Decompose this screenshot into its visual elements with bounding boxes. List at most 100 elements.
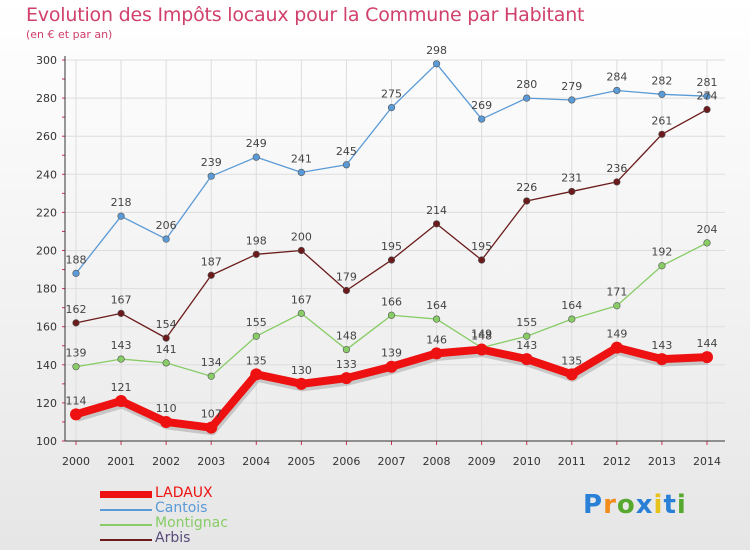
data-label: 231 [561,171,582,184]
data-point [385,360,398,373]
data-label: 154 [156,318,177,331]
data-label: 148 [471,330,492,343]
data-point [478,256,486,264]
data-point [252,153,260,161]
x-tick-label: 2000 [62,455,90,468]
x-tick-label: 2005 [287,455,315,468]
data-label: 188 [66,253,87,266]
proxiti-logo: Proxiti [583,490,687,520]
series-cantois [72,60,711,277]
data-label: 249 [246,137,267,150]
data-point [342,345,351,354]
data-point [387,256,396,264]
series-montignac [72,239,711,380]
data-label: 204 [697,223,718,236]
data-label: 206 [156,219,177,232]
data-label: 269 [471,99,492,112]
logo-letter: t [663,490,677,520]
data-point [342,286,351,295]
data-label: 284 [606,70,627,83]
data-point [478,115,486,123]
data-label: 167 [291,293,312,306]
data-point [568,187,576,196]
data-label: 143 [516,339,537,352]
y-tick-label: 240 [36,168,57,181]
data-label: 155 [246,316,267,329]
logo-letter: P [583,490,604,520]
data-label: 166 [381,295,402,308]
data-point [340,372,353,385]
data-point [72,319,80,327]
data-point [70,408,82,421]
data-label: 134 [201,356,222,369]
data-label: 282 [651,74,672,87]
x-axis-ticks: 2000 2001 2002 2003 2004 2005 2006 2007 2008 2009… [62,455,721,468]
data-point [117,309,125,317]
data-point [430,347,443,360]
data-label: 162 [66,303,87,316]
x-tick-label: 2013 [648,455,676,468]
data-point [523,94,531,102]
data-label: 148 [336,330,357,343]
logo-letter: i [676,490,687,520]
legend-label-cantois: Cantois [155,500,208,516]
y-tick-label: 100 [36,435,57,448]
data-label: 198 [246,234,267,247]
data-label: 149 [606,328,627,341]
data-point [117,355,125,363]
data-label: 143 [111,339,132,352]
x-tick-label: 2014 [693,455,721,468]
data-label: 139 [66,347,87,360]
data-point [565,368,578,381]
y-tick-label: 220 [36,206,57,219]
data-label: 195 [471,240,492,253]
data-point [297,246,305,255]
data-label: 164 [426,299,447,312]
y-tick-label: 120 [36,397,57,410]
data-labels: 188 218 206 239 249 241 245 275 298 269 280 279 284 2… [66,44,718,421]
data-label: 200 [291,231,312,244]
data-point [207,172,215,180]
series-ladaux [70,341,713,436]
legend-label-ladaux: LADAUX [155,485,213,501]
data-point [432,315,441,323]
y-tick-label: 160 [36,321,57,334]
data-label: 179 [336,271,357,284]
legend-swatch-ladaux [100,491,152,498]
data-label: 130 [291,364,312,377]
x-tick-label: 2003 [197,455,225,468]
logo-letter: r [603,490,617,520]
data-point [387,311,396,319]
series-layer [70,60,713,436]
data-point [613,302,621,310]
data-label: 146 [426,333,447,346]
data-point [520,353,533,366]
x-tick-label: 2002 [152,455,180,468]
y-tick-label: 260 [36,130,57,143]
data-point [703,92,711,100]
data-point [701,351,713,364]
data-label: 107 [201,408,222,421]
data-label: 114 [66,394,87,407]
data-point [658,90,666,98]
legend-swatch-cantois [100,509,152,511]
logo-letter: i [653,490,664,520]
data-point [295,377,308,390]
data-point [72,363,80,371]
data-label: 261 [651,114,672,127]
data-label: 135 [246,354,267,367]
data-point [342,161,351,169]
data-point [297,168,305,176]
data-label: 141 [156,343,177,356]
x-tick-label: 2001 [107,455,135,468]
legend-label-arbis: Arbis [155,530,191,546]
data-label: 275 [381,88,402,101]
x-tick-label: 2010 [513,455,541,468]
data-point [160,415,173,428]
y-tick-label: 140 [36,359,57,372]
logo-letter: o [616,490,636,520]
y-tick-label: 280 [36,92,57,105]
data-point [115,394,128,407]
legend-swatch-montignac [100,524,152,526]
